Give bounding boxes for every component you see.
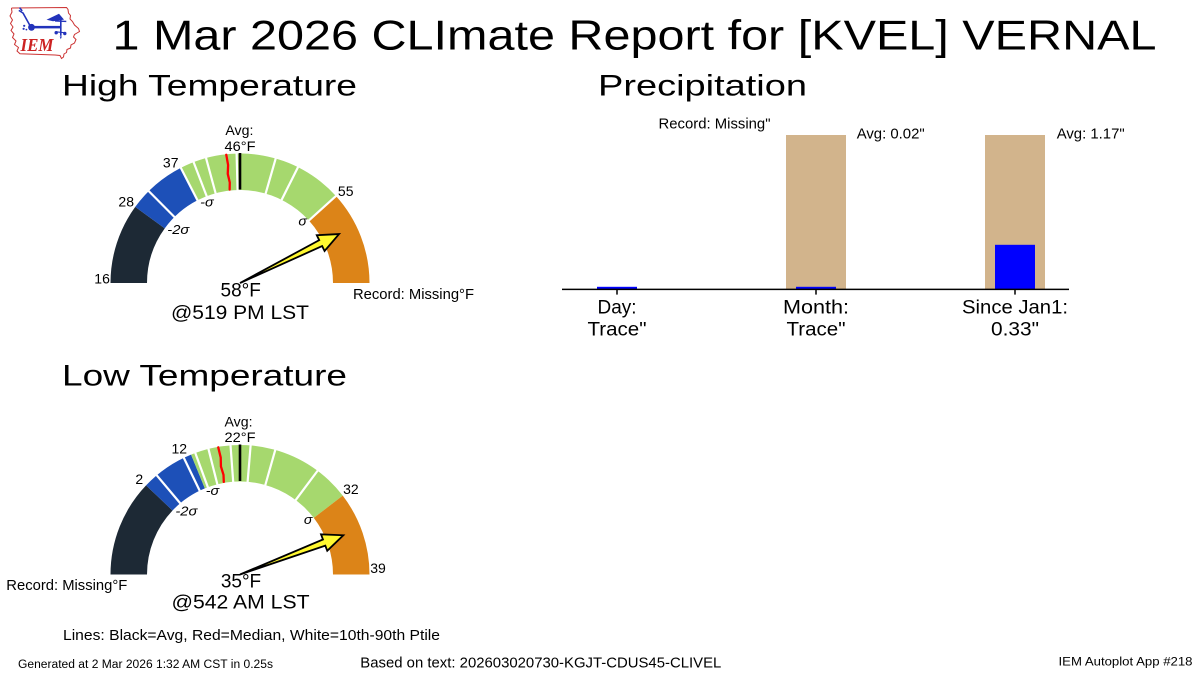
svg-text:Since Jan1:: Since Jan1: xyxy=(962,298,1068,319)
svg-text:Generated at 2 Mar 2026 1:32 A: Generated at 2 Mar 2026 1:32 AM CST in 0… xyxy=(18,659,273,671)
svg-text:Month:: Month: xyxy=(783,298,849,319)
svg-text:Based on text: 202603020730-KG: Based on text: 202603020730-KGJT-CDUS45-… xyxy=(360,656,721,672)
svg-text:55: 55 xyxy=(338,183,354,199)
svg-text:IEM Autoplot App #218: IEM Autoplot App #218 xyxy=(1059,657,1193,669)
svg-text:0.33": 0.33" xyxy=(991,320,1039,341)
svg-text:1 Mar 2026 CLImate Report for: 1 Mar 2026 CLImate Report for [KVEL] VER… xyxy=(113,12,1157,59)
svg-text:46°F: 46°F xyxy=(225,138,256,154)
svg-text:-2σ: -2σ xyxy=(175,504,198,519)
svg-text:12: 12 xyxy=(172,441,188,457)
svg-text:@519 PM LST: @519 PM LST xyxy=(171,303,309,324)
svg-text:16: 16 xyxy=(94,270,110,286)
svg-text:28: 28 xyxy=(118,194,134,210)
svg-text:Avg: 0.02": Avg: 0.02" xyxy=(857,126,925,143)
svg-text:32: 32 xyxy=(343,481,359,497)
svg-text:35°F: 35°F xyxy=(221,572,261,593)
svg-text:-σ: -σ xyxy=(200,195,215,210)
svg-text:Trace": Trace" xyxy=(588,320,647,341)
svg-text:22°F: 22°F xyxy=(225,429,256,445)
svg-text:Low Temperature: Low Temperature xyxy=(62,360,347,393)
svg-text:Trace": Trace" xyxy=(787,320,846,341)
svg-text:39: 39 xyxy=(370,560,386,576)
svg-text:Avg: 1.17": Avg: 1.17" xyxy=(1057,126,1125,143)
svg-text:Record: Missing°F: Record: Missing°F xyxy=(353,286,474,303)
svg-text:Avg:: Avg: xyxy=(225,414,253,430)
svg-text:σ: σ xyxy=(304,512,314,527)
svg-text:Lines: Black=Avg, Red=Median,: Lines: Black=Avg, Red=Median, White=10th… xyxy=(63,628,440,644)
svg-text:Record: Missing°F: Record: Missing°F xyxy=(6,577,127,594)
svg-text:-2σ: -2σ xyxy=(167,222,190,237)
svg-text:2: 2 xyxy=(135,471,143,487)
svg-text:-σ: -σ xyxy=(206,483,221,498)
svg-text:@542 AM LST: @542 AM LST xyxy=(172,593,310,614)
svg-text:High Temperature: High Temperature xyxy=(62,70,357,103)
svg-text:Day:: Day: xyxy=(598,298,637,319)
svg-text:Precipitation: Precipitation xyxy=(598,70,807,103)
svg-text:Avg:: Avg: xyxy=(225,122,253,138)
svg-text:Record: Missing": Record: Missing" xyxy=(659,116,771,133)
svg-text:58°F: 58°F xyxy=(221,281,261,302)
svg-text:σ: σ xyxy=(298,214,308,229)
svg-text:37: 37 xyxy=(163,155,179,171)
svg-text:IEM: IEM xyxy=(20,35,55,55)
